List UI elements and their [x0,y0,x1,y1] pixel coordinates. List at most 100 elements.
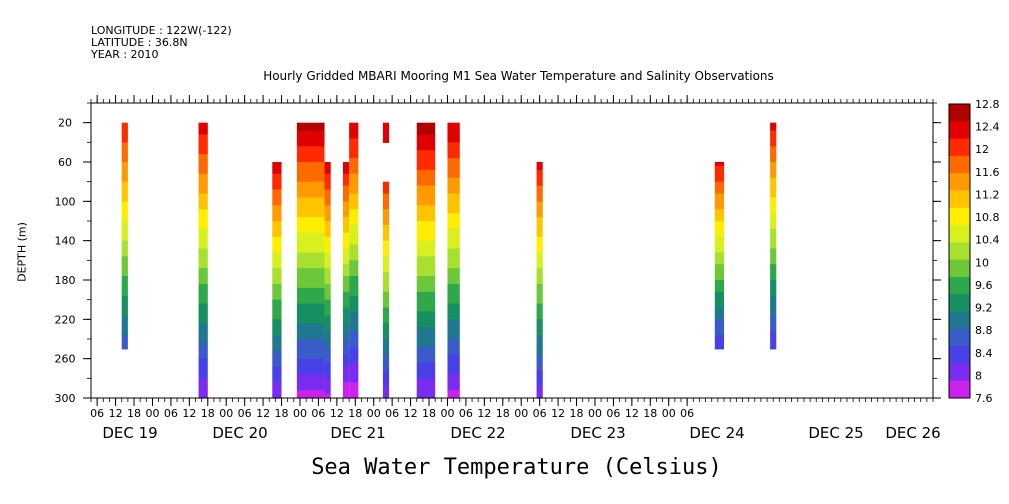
data-cell [342,268,350,273]
data-cell [324,224,331,230]
data-cell [121,213,128,218]
data-cell [296,346,325,352]
data-cell [536,358,543,364]
data-cell [447,158,460,163]
data-cell [447,303,460,309]
data-cell [296,342,325,348]
data-cell [382,350,390,356]
data-cell [324,272,331,277]
data-cell [416,323,436,328]
x-tick-label: 06 [533,407,547,420]
data-cell [349,280,359,285]
data-cell [536,291,543,297]
data-cell [382,248,390,254]
data-cell [714,165,725,171]
data-cell [714,260,725,265]
data-cell [342,181,350,187]
data-cell [198,358,208,364]
data-cell [198,189,208,195]
data-cell [447,335,460,340]
data-cell [447,331,460,336]
data-cell [536,177,543,183]
colorbar-tick-label: 7.6 [975,392,993,405]
data-cell [198,197,208,202]
data-cell [447,283,460,289]
data-cell [296,370,325,375]
data-cell [272,236,282,242]
data-cell [296,335,325,340]
data-cell [714,331,725,336]
data-cell [349,177,359,183]
data-cell [536,362,543,368]
data-cell [296,197,325,202]
data-cell [536,346,543,352]
data-cell [349,240,359,246]
data-cell [121,193,128,198]
data-cell [296,134,325,139]
data-cell [272,386,282,391]
data-cell [324,248,331,254]
data-cell [447,287,460,293]
data-cell [121,307,128,313]
data-cell [714,193,725,198]
data-cell [714,232,725,238]
data-cell [121,221,128,226]
colorbar-swatch [949,225,970,243]
data-cell [342,358,350,364]
data-cell [714,217,725,222]
colorbar-swatch [949,121,970,139]
data-cell [447,130,460,136]
data-cell [714,295,725,301]
x-tick-label: 12 [477,407,491,420]
data-cell [121,319,128,324]
x-day-label: DEC 20 [212,424,267,442]
data-cell [770,224,777,230]
data-cell [536,232,543,238]
data-cell [349,228,359,234]
data-cell [416,319,436,324]
data-cell [382,327,390,332]
data-cell [324,260,331,265]
data-cell [714,323,725,328]
data-cell [324,386,331,391]
data-cell [121,158,128,163]
data-cell [342,287,350,293]
data-cell [324,331,331,336]
plot-frame [90,102,934,399]
data-cell [382,268,390,273]
data-cell [447,323,460,328]
data-cell [324,264,331,269]
data-cell [447,327,460,332]
y-tick-label: 140 [55,235,76,248]
x-tick-label: 06 [238,407,252,420]
data-cell [324,327,331,332]
data-cell [296,205,325,210]
data-cell [714,169,725,175]
data-cell [714,181,725,187]
x-day-label: DEC 19 [102,424,157,442]
data-cell [349,386,359,391]
data-cell [349,232,359,238]
data-cell [296,311,325,316]
data-cell [714,303,725,309]
data-cell [714,185,725,191]
data-cell [536,327,543,332]
data-cell [121,283,128,289]
data-cell [416,264,436,269]
data-cell [349,244,359,250]
data-cell [447,394,460,399]
data-cell [770,126,777,132]
data-cell [198,303,208,309]
data-cell [536,331,543,336]
colorbar-swatch [949,328,970,347]
data-cell [272,256,282,261]
data-cell [536,236,543,242]
data-cell [416,366,436,372]
data-cell [121,335,128,340]
data-cell [296,323,325,328]
data-cell [536,311,543,316]
data-cell [416,327,436,332]
data-cell [382,260,390,265]
data-cell [324,335,331,340]
data-cell [349,150,359,155]
